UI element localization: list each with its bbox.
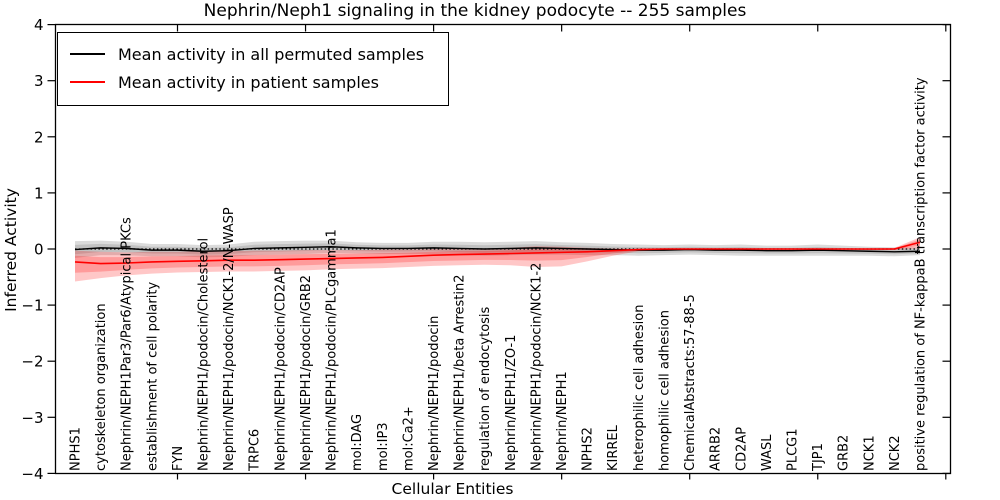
x-tick-label: CD2AP [734, 427, 749, 471]
y-tick-label: 1 [34, 184, 44, 202]
legend-item-patient: Mean activity in patient samples [70, 68, 438, 96]
x-tick-label: PLCG1 [785, 428, 800, 471]
x-tick-label: Nephrin/NEPH1/podocin/CD2AP [273, 267, 288, 471]
x-tick-label: NPHS1 [69, 427, 84, 471]
x-tick-label: FYN [171, 446, 186, 471]
confidence-band-outer-1 [75, 237, 920, 282]
y-tick-label: 2 [34, 128, 44, 146]
x-tick-label: TRPC6 [248, 429, 263, 472]
y-tick-label: −1 [21, 297, 43, 315]
x-tick-label: cytoskeleton organization [94, 303, 109, 471]
x-tick-label: Nephrin/NEPH1/podocin/Cholesterol [197, 238, 212, 471]
x-tick-label: Nephrin/NEPH1/ZO-1 [504, 335, 519, 471]
x-tick-label: homophilic cell adhesion [657, 310, 672, 471]
legend-line-sample-red [70, 81, 105, 83]
x-tick-label: Nephrin/NEPH1/podocin/GRB2 [299, 275, 314, 471]
x-tick-label: GRB2 [837, 435, 852, 471]
legend-line-sample-black [70, 53, 105, 55]
x-tick-label: ChemicalAbstracts:57-88-5 [683, 294, 698, 471]
x-tick-label: regulation of endocytosis [478, 306, 493, 471]
x-tick-label: Nephrin/NEPH1/podocin [427, 316, 442, 471]
y-tick-label: −3 [21, 409, 43, 427]
series-line-permuted [74, 246, 921, 253]
x-tick-label: Nephrin/NEPH1/podocin/NCK1-2/N-WASP [222, 207, 237, 471]
legend: Mean activity in all permuted samples Me… [57, 32, 449, 106]
x-tick-label: WASL [760, 434, 775, 471]
legend-label: Mean activity in all permuted samples [118, 44, 425, 64]
x-tick-label: mol:IP3 [376, 422, 391, 471]
x-tick-label: Nephrin/NEPH1/beta Arrestin2 [453, 275, 468, 472]
x-tick-label: establishment of cell polarity [145, 282, 160, 471]
x-tick-label: mol:Ca2+ [401, 406, 416, 471]
legend-label: Mean activity in patient samples [118, 72, 379, 92]
x-tick-label: Nephrin/NEPH1 [555, 371, 570, 471]
x-tick-label: NPHS2 [581, 427, 596, 471]
y-axis-label: Inferred Activity [2, 188, 20, 312]
series-line-patient [74, 241, 921, 265]
x-tick-label: ARRB2 [709, 427, 724, 471]
chart-title: Nephrin/Neph1 signaling in the kidney po… [203, 1, 747, 21]
x-tick-label: mol:DAG [350, 414, 365, 471]
x-tick-label: Nephrin/NEPH1/podocin/PLCgamma1 [325, 229, 340, 471]
y-tick-label: 3 [34, 72, 44, 90]
x-tick-label: NCK2 [888, 435, 903, 471]
x-tick-label: Nephrin/NEPH1Par3/Par6/Atypical PKCs [120, 217, 135, 471]
x-tick-label: positive regulation of NF-kappaB transcr… [914, 77, 929, 471]
confidence-band-inner-1 [75, 239, 920, 273]
x-tick-label: Nephrin/NEPH1/podocin/NCK1-2 [529, 263, 544, 471]
y-tick-label: −4 [21, 465, 43, 483]
x-tick-label: NCK1 [862, 435, 877, 471]
y-tick-label: 0 [34, 241, 44, 259]
y-tick-label: 4 [34, 16, 44, 34]
x-tick-label: heterophilic cell adhesion [632, 305, 647, 472]
x-tick-label: KIRREL [606, 424, 621, 471]
y-tick-label: −2 [21, 353, 43, 371]
x-axis-label: Cellular Entities [391, 480, 514, 498]
legend-item-permuted: Mean activity in all permuted samples [70, 40, 438, 68]
x-tick-label: TJP1 [811, 443, 826, 472]
